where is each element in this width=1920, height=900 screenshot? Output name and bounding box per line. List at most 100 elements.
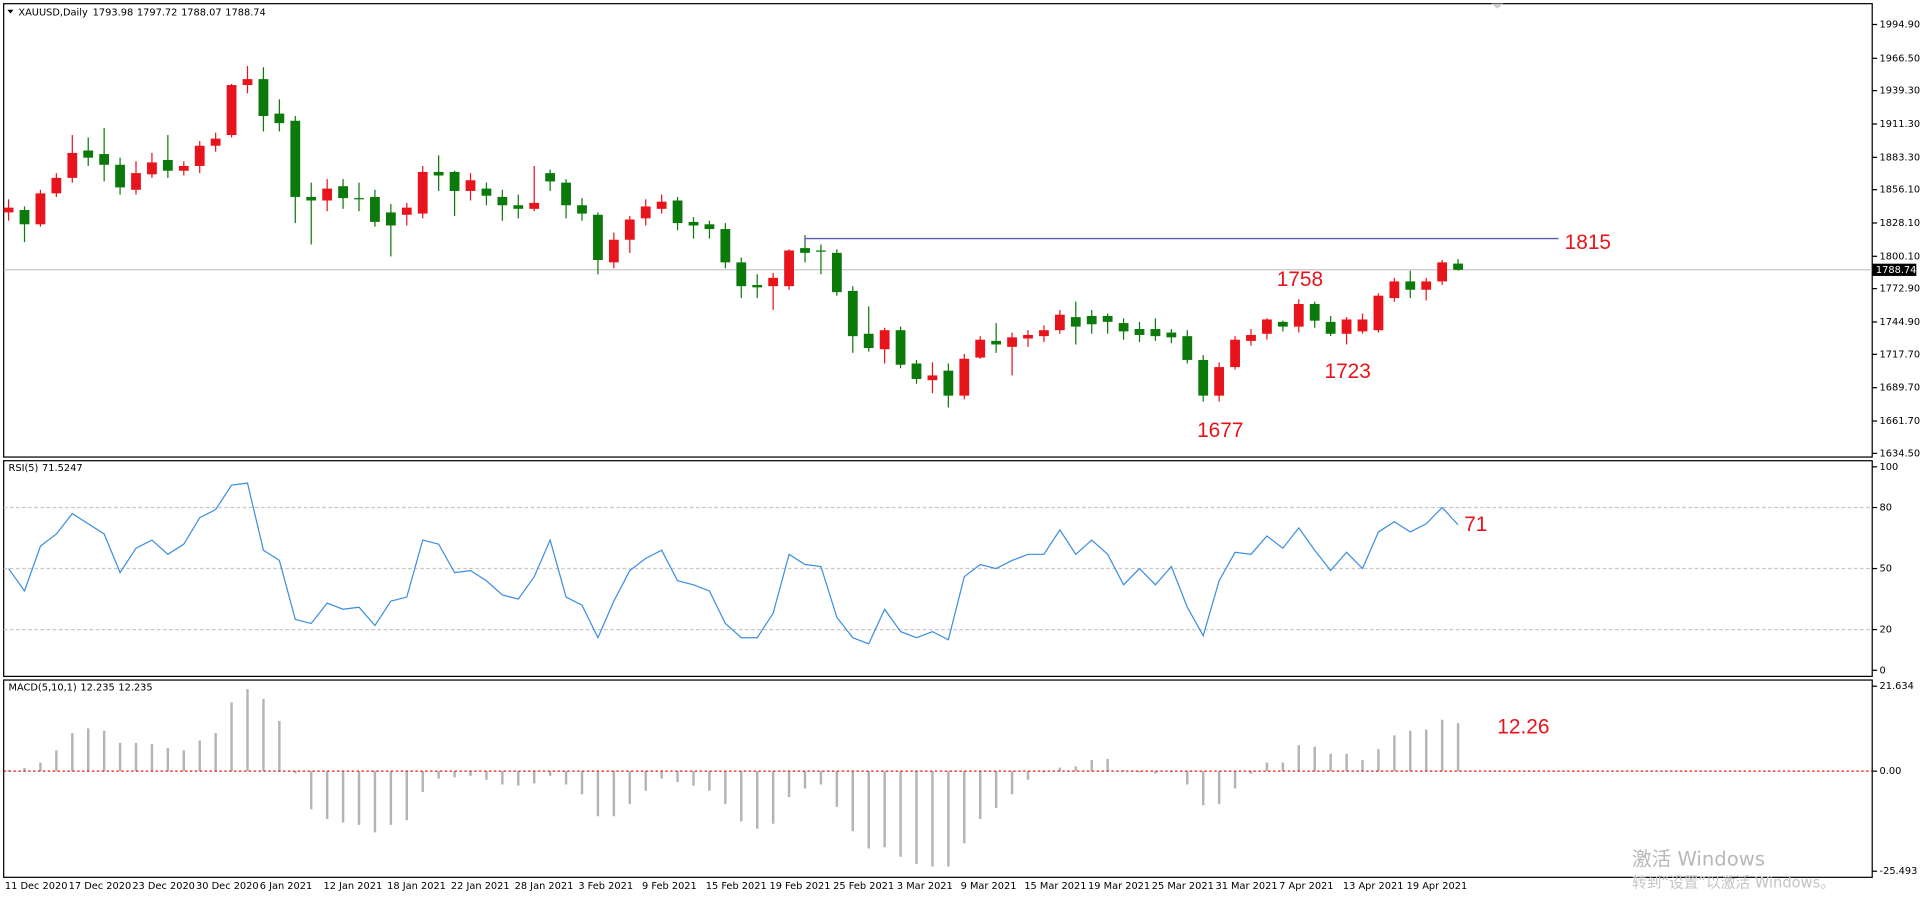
- candle-body: [768, 277, 779, 287]
- candle-body: [1453, 263, 1463, 270]
- candle-body: [1118, 323, 1129, 332]
- y-tick-label: 80: [1880, 503, 1892, 514]
- price-label-box: [1872, 263, 1917, 276]
- x-tick-label: 11 Dec 2020: [5, 881, 68, 892]
- candle-body: [688, 221, 699, 226]
- x-tick-label: 7 Apr 2021: [1279, 881, 1333, 892]
- candle-body: [131, 173, 141, 190]
- candle-body: [290, 120, 301, 197]
- rsi-line: [8, 482, 1459, 645]
- rsi-value: 71.5247: [42, 463, 83, 474]
- candle-body: [736, 262, 747, 287]
- y-tick-label: 21.634: [1880, 681, 1914, 692]
- candle-body: [1230, 339, 1240, 368]
- close: 1788.74: [225, 7, 266, 18]
- candle-body: [720, 229, 731, 263]
- x-tick-label: 28 Jan 2021: [515, 881, 574, 892]
- candle-body: [99, 154, 110, 165]
- candle-body: [752, 284, 763, 288]
- candle-body: [1086, 315, 1097, 325]
- candle-body: [449, 171, 460, 191]
- y-tick-label: 1966.50: [1880, 53, 1920, 64]
- candle-body: [1357, 319, 1368, 332]
- candle-body: [194, 145, 205, 166]
- candle-body: [306, 196, 317, 201]
- candle-body: [545, 173, 556, 182]
- x-tick-label: 15 Feb 2021: [706, 881, 767, 892]
- y-tick-label: 1717.70: [1880, 349, 1920, 360]
- candle-body: [513, 205, 524, 209]
- x-tick-label: 19 Apr 2021: [1407, 881, 1468, 892]
- candle-body: [1341, 319, 1352, 334]
- x-tick-label: 12 Jan 2021: [323, 881, 382, 892]
- y-tick-label: 0: [1880, 665, 1886, 676]
- y-tick-label: 0.00: [1880, 766, 1902, 777]
- y-tick-label: -25.493: [1880, 866, 1918, 877]
- candle-body: [354, 198, 364, 200]
- candle-body: [35, 193, 46, 225]
- shift-marker: [1491, 3, 1504, 9]
- candle-body: [1277, 321, 1288, 327]
- x-tick-label: 19 Mar 2021: [1088, 881, 1150, 892]
- y-tick-label: 1911.30: [1880, 119, 1920, 130]
- x-tick-label: 31 Mar 2021: [1215, 881, 1277, 892]
- x-tick-label: 17 Dec 2020: [69, 881, 132, 892]
- candle-body: [162, 160, 173, 171]
- open: 1793.98: [93, 7, 134, 18]
- candle-body: [816, 250, 826, 252]
- candle-body: [624, 219, 635, 240]
- annotation: 12.26: [1497, 715, 1549, 738]
- candle-body: [1166, 332, 1177, 338]
- candle-body: [831, 252, 842, 293]
- low: 1788.07: [181, 7, 222, 18]
- annotation: 1723: [1325, 360, 1371, 383]
- candle-body: [577, 205, 587, 214]
- candle-body: [991, 340, 1002, 345]
- x-tick-label: 25 Feb 2021: [833, 881, 894, 892]
- candle-body: [274, 113, 285, 124]
- high: 1797.72: [137, 7, 178, 18]
- candle-body: [927, 375, 938, 381]
- candle-body: [1007, 337, 1017, 347]
- y-tick-label: 1856.10: [1880, 185, 1920, 196]
- candle-body: [1293, 304, 1304, 327]
- candle-body: [370, 196, 380, 222]
- x-tick-label: 30 Dec 2020: [196, 881, 259, 892]
- rsi-header: RSI(5) 71.5247: [9, 463, 83, 474]
- y-tick-label: 1828.10: [1880, 218, 1920, 229]
- x-tick-label: 25 Mar 2021: [1152, 881, 1214, 892]
- candle-body: [1150, 329, 1161, 337]
- y-tick-label: 100: [1880, 462, 1899, 473]
- candle-body: [178, 165, 189, 171]
- candle-body: [608, 239, 619, 263]
- menu-arrow[interactable]: [7, 9, 14, 14]
- candle-body: [67, 152, 78, 178]
- candle-body: [784, 250, 794, 287]
- candle-body: [1054, 314, 1065, 331]
- x-tick-label: 9 Mar 2021: [961, 881, 1017, 892]
- candle-body: [242, 79, 253, 86]
- candle-body: [847, 290, 858, 337]
- candle-body: [1039, 330, 1049, 337]
- macd-panel: [3, 679, 1873, 878]
- candle-body: [529, 202, 540, 209]
- candle-body: [959, 358, 970, 396]
- candle-body: [1262, 319, 1272, 334]
- candle-body: [1309, 304, 1320, 321]
- candle-body: [704, 224, 715, 230]
- candle-body: [656, 201, 667, 209]
- candle-body: [481, 188, 492, 196]
- candle-body: [561, 182, 571, 206]
- y-tick-label: 20: [1880, 625, 1892, 636]
- macd-value: 12.235: [80, 682, 114, 693]
- y-tick-label: 1800.10: [1880, 251, 1920, 262]
- watermark-title: 激活 Windows: [1632, 848, 1765, 871]
- candle-body: [975, 339, 986, 358]
- candle-body: [465, 180, 476, 191]
- annotation: 1677: [1197, 419, 1243, 442]
- macd-header: MACD(5,10,1) 12.235 12.235: [9, 682, 153, 693]
- candle-body: [911, 363, 922, 379]
